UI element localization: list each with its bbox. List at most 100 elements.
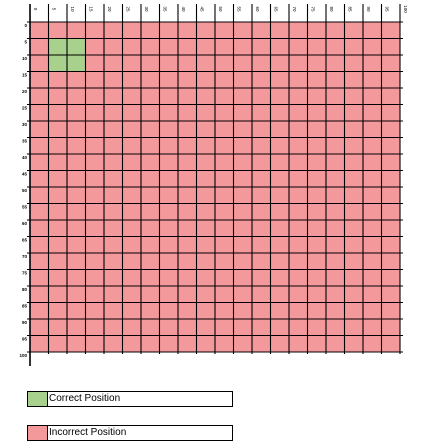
grid-cell-incorrect <box>289 55 308 72</box>
grid-cell-incorrect <box>104 302 123 319</box>
grid-cell-incorrect <box>141 22 160 39</box>
grid-cell-incorrect <box>141 253 160 270</box>
grid-cell-incorrect <box>30 71 49 88</box>
grid-cell-incorrect <box>307 38 326 55</box>
grid-cell-incorrect <box>104 104 123 121</box>
grid-cell-incorrect <box>104 220 123 237</box>
grid-cell-incorrect <box>233 203 252 220</box>
grid-cell-incorrect <box>344 71 363 88</box>
grid-cell-incorrect <box>48 269 67 286</box>
grid-cell-incorrect <box>307 302 326 319</box>
grid-cell-incorrect <box>67 203 86 220</box>
grid-cell-incorrect <box>344 335 363 352</box>
grid-cell-incorrect <box>233 220 252 237</box>
grid-cell-incorrect <box>270 302 289 319</box>
grid-cell-incorrect <box>344 170 363 187</box>
grid-cell-incorrect <box>159 38 178 55</box>
grid-cell-incorrect <box>67 286 86 303</box>
grid-cell-incorrect <box>326 55 345 72</box>
grid-cell-incorrect <box>122 88 141 105</box>
grid-cell-incorrect <box>67 253 86 270</box>
grid-cell-incorrect <box>48 88 67 105</box>
grid-cell-incorrect <box>363 269 382 286</box>
grid-cell-incorrect <box>270 203 289 220</box>
grid-cell-incorrect <box>381 22 400 39</box>
grid-cell-incorrect <box>48 319 67 336</box>
grid-cell-incorrect <box>289 38 308 55</box>
grid-cell-incorrect <box>48 154 67 171</box>
y-tick-label: 0 <box>24 23 27 28</box>
grid-cell-incorrect <box>67 302 86 319</box>
grid-cell-incorrect <box>363 286 382 303</box>
grid-cell-incorrect <box>159 154 178 171</box>
grid-cell-incorrect <box>178 302 197 319</box>
grid-cell-incorrect <box>178 319 197 336</box>
grid-cell-incorrect <box>178 269 197 286</box>
grid-cell-incorrect <box>215 38 234 55</box>
grid-cell-incorrect <box>252 319 271 336</box>
grid-cell-incorrect <box>270 55 289 72</box>
grid-cell-incorrect <box>104 22 123 39</box>
grid-cell-incorrect <box>196 286 215 303</box>
grid-cell-incorrect <box>307 88 326 105</box>
grid-cell-incorrect <box>30 121 49 138</box>
grid-cell-incorrect <box>381 319 400 336</box>
grid-cell-incorrect <box>252 154 271 171</box>
x-tick-label: 60 <box>255 6 260 12</box>
grid-cell-incorrect <box>326 286 345 303</box>
y-tick-label: 45 <box>22 172 28 177</box>
grid-cell-incorrect <box>178 335 197 352</box>
grid-cell-incorrect <box>381 121 400 138</box>
grid-cell-incorrect <box>326 121 345 138</box>
x-tick-labels: 0 5 10 15 20 25 30 35 40 45 50 55 60 65 70 75 80 85 90 95 10… <box>33 5 408 13</box>
grid-cell-incorrect <box>289 88 308 105</box>
grid-cell-incorrect <box>289 220 308 237</box>
grid-cell-incorrect <box>344 187 363 204</box>
grid-cell-incorrect <box>326 104 345 121</box>
y-tick-label: 80 <box>22 287 28 292</box>
grid-cell-incorrect <box>122 203 141 220</box>
legend-incorrect-position: Incorrect Position <box>27 425 233 441</box>
y-tick-label: 5 <box>24 40 27 45</box>
legend-correct-label: Correct Position <box>49 393 121 404</box>
grid-cell-incorrect <box>307 335 326 352</box>
grid-cell-incorrect <box>252 220 271 237</box>
y-tick-label: 55 <box>22 205 28 210</box>
grid-cell-incorrect <box>141 187 160 204</box>
grid-cell-incorrect <box>363 154 382 171</box>
grid-cell-incorrect <box>67 335 86 352</box>
grid-cell-incorrect <box>141 203 160 220</box>
grid-cell-incorrect <box>215 104 234 121</box>
grid-cell-incorrect <box>233 286 252 303</box>
grid-cell-incorrect <box>233 170 252 187</box>
grid-cell-incorrect <box>141 71 160 88</box>
grid-cell-incorrect <box>215 253 234 270</box>
grid-cell-incorrect <box>196 55 215 72</box>
grid-cell-incorrect <box>363 71 382 88</box>
grid-cell-incorrect <box>233 319 252 336</box>
x-tick-label: 85 <box>347 6 352 12</box>
grid-cell-incorrect <box>252 253 271 270</box>
grid-cell-incorrect <box>30 269 49 286</box>
grid-cell-incorrect <box>159 269 178 286</box>
grid-cell-incorrect <box>289 286 308 303</box>
grid-cell-incorrect <box>122 71 141 88</box>
x-tick-label: 25 <box>125 6 130 12</box>
grid-cell-incorrect <box>159 104 178 121</box>
grid-cell-incorrect <box>141 104 160 121</box>
grid-cell-incorrect <box>381 104 400 121</box>
grid-cell-incorrect <box>104 55 123 72</box>
grid-cell-incorrect <box>196 154 215 171</box>
grid-cell-incorrect <box>122 302 141 319</box>
grid-cell-incorrect <box>159 319 178 336</box>
grid-cell-incorrect <box>122 121 141 138</box>
grid-cell-incorrect <box>363 187 382 204</box>
grid-cell-incorrect <box>178 88 197 105</box>
grid-cell-incorrect <box>344 38 363 55</box>
grid-cell-incorrect <box>122 170 141 187</box>
grid-cell-incorrect <box>141 220 160 237</box>
grid-cell-incorrect <box>270 170 289 187</box>
legend-correct-position: Correct Position <box>27 391 233 407</box>
grid-cell-incorrect <box>363 220 382 237</box>
grid-cell-incorrect <box>196 88 215 105</box>
